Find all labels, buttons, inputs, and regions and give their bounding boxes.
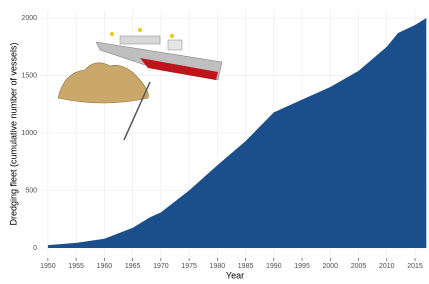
chart: Year Dredging fleet (cumulative number o…: [0, 0, 429, 284]
x-tick-label: 1965: [125, 263, 141, 270]
y-tick-label: 1000: [21, 130, 37, 137]
x-tick-label: 2015: [407, 263, 423, 270]
y-tick-label: 0: [33, 245, 37, 252]
x-tick-label: 1970: [153, 263, 169, 270]
y-tick-label: 500: [25, 187, 37, 194]
plot-area: [40, 10, 428, 258]
ship-deck: [120, 36, 160, 44]
y-tick-label: 2000: [21, 15, 37, 22]
x-axis-label: Year: [226, 270, 244, 280]
ship-bridge: [168, 40, 182, 50]
x-tick-label: 1950: [40, 263, 56, 270]
x-tick-label: 1955: [68, 263, 84, 270]
crane: [110, 32, 114, 36]
sand-pile: [58, 63, 148, 103]
crane: [138, 28, 142, 32]
x-tick-label: 2010: [379, 263, 395, 270]
illustration: [58, 28, 222, 140]
crane: [170, 34, 174, 38]
x-tick-label: 2000: [323, 263, 339, 270]
y-tick-label: 1500: [21, 72, 37, 79]
x-tick-label: 1995: [294, 263, 310, 270]
x-tick-label: 1975: [181, 263, 197, 270]
x-tick-label: 1960: [97, 263, 113, 270]
x-tick-label: 1980: [210, 263, 226, 270]
x-tick-label: 2005: [351, 263, 367, 270]
x-tick-label: 1990: [266, 263, 282, 270]
x-tick-label: 1985: [238, 263, 254, 270]
y-axis-label: Dredging fleet (cumulative number of ves…: [8, 42, 18, 225]
